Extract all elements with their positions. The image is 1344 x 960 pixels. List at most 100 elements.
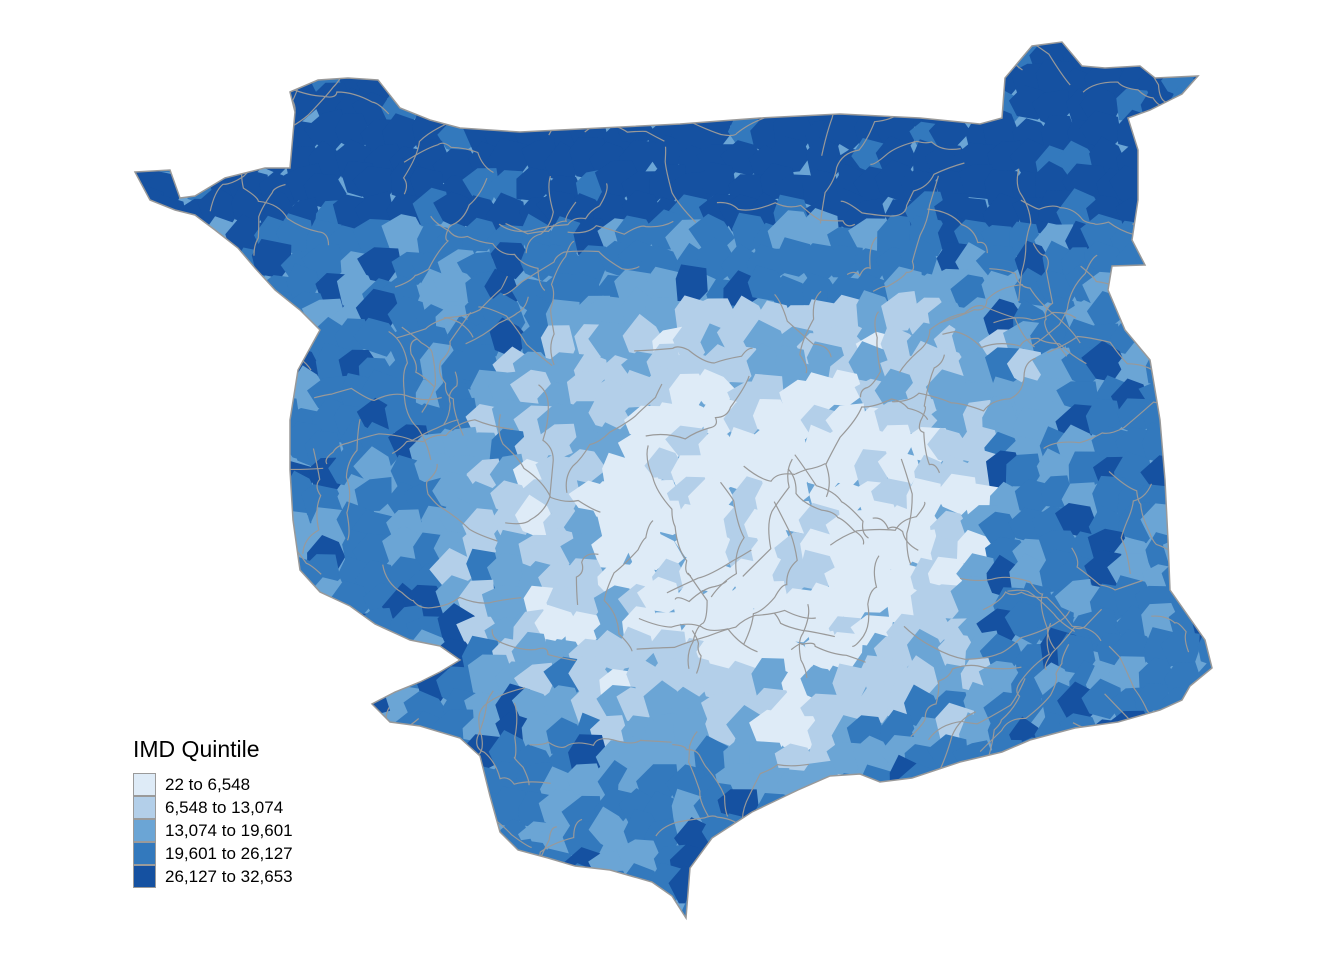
region-boundary	[742, 851, 803, 918]
region-polygon	[175, 632, 209, 675]
region-boundary	[362, 42, 451, 64]
region-polygon	[954, 60, 995, 99]
region-polygon	[392, 640, 428, 681]
region-boundary	[939, 284, 1024, 324]
region-boundary	[691, 630, 702, 674]
region-polygon	[979, 872, 1019, 911]
region-boundary	[1007, 589, 1076, 633]
region-polygon	[353, 317, 400, 357]
region-polygon	[771, 843, 813, 887]
region-polygon	[930, 869, 973, 911]
region-polygon	[1185, 679, 1212, 722]
region-polygon	[978, 511, 1020, 547]
region-polygon	[309, 865, 350, 907]
region-polygon	[823, 42, 865, 44]
region-polygon	[772, 469, 810, 510]
region-polygon	[748, 42, 785, 69]
region-polygon	[800, 837, 845, 881]
region-polygon	[674, 62, 715, 102]
region-polygon	[367, 850, 404, 891]
region-polygon	[844, 42, 888, 52]
region-polygon	[616, 42, 652, 71]
region-polygon	[177, 533, 219, 574]
region-polygon	[174, 890, 217, 918]
region-boundary	[982, 591, 1102, 642]
region-polygon	[148, 656, 189, 694]
region-polygon	[432, 64, 475, 97]
region-polygon	[250, 60, 297, 105]
region-polygon	[149, 299, 191, 334]
region-polygon	[207, 589, 254, 627]
region-polygon	[876, 42, 921, 72]
region-polygon	[135, 452, 167, 495]
region-polygon	[1167, 190, 1204, 234]
region-polygon	[135, 551, 164, 595]
region-boundary	[900, 458, 913, 565]
region-polygon	[1144, 166, 1186, 209]
region-polygon	[931, 400, 973, 441]
region-polygon	[247, 633, 291, 668]
region-polygon	[135, 248, 163, 283]
region-polygon	[759, 42, 794, 60]
region-polygon	[462, 168, 500, 203]
region-polygon	[1196, 404, 1212, 443]
region-polygon	[303, 796, 350, 836]
region-polygon	[381, 214, 429, 255]
region-polygon	[173, 552, 214, 596]
region-polygon	[152, 610, 193, 644]
region-polygon	[853, 42, 890, 79]
region-polygon	[414, 62, 461, 109]
region-polygon	[229, 600, 275, 642]
region-boundary	[214, 588, 295, 653]
region-polygon	[1165, 404, 1208, 443]
region-boundary	[646, 445, 692, 577]
region-boundary	[168, 260, 219, 319]
region-polygon	[462, 899, 507, 918]
region-polygon	[229, 683, 266, 727]
region-boundary	[425, 463, 498, 542]
region-polygon	[445, 770, 481, 808]
region-polygon	[419, 761, 456, 802]
region-polygon	[234, 665, 275, 702]
region-polygon	[200, 64, 241, 106]
region-polygon	[181, 350, 223, 388]
region-polygon	[443, 42, 487, 79]
region-polygon	[1170, 42, 1207, 50]
region-polygon	[277, 614, 325, 657]
region-boundary	[491, 629, 576, 662]
region-polygon	[438, 88, 479, 126]
region-boundary	[1072, 722, 1147, 787]
region-polygon	[719, 42, 762, 74]
region-polygon	[1185, 789, 1212, 832]
region-polygon	[282, 894, 317, 918]
region-polygon	[1192, 140, 1212, 180]
region-polygon	[227, 42, 267, 55]
region-polygon	[949, 819, 989, 860]
region-boundary	[1156, 233, 1212, 340]
region-polygon	[1119, 294, 1159, 330]
region-polygon	[538, 873, 581, 911]
region-polygon	[181, 579, 225, 616]
region-polygon	[362, 640, 406, 675]
legend-item: 19,601 to 26,127	[133, 842, 293, 865]
region-polygon	[181, 400, 215, 442]
region-boundary	[799, 290, 822, 374]
region-polygon	[1161, 740, 1206, 786]
region-polygon	[1084, 743, 1129, 780]
region-boundary	[241, 168, 330, 246]
region-polygon	[799, 60, 838, 100]
region-polygon	[147, 243, 190, 281]
region-polygon	[1191, 844, 1212, 885]
region-polygon	[1086, 871, 1132, 910]
region-boundary	[1179, 381, 1212, 421]
region-boundary	[829, 501, 926, 546]
region-polygon	[260, 583, 302, 632]
region-polygon	[495, 83, 531, 123]
region-polygon	[146, 112, 193, 152]
region-polygon	[563, 887, 608, 918]
region-polygon	[251, 350, 296, 390]
region-polygon	[825, 873, 870, 914]
region-polygon	[1111, 873, 1154, 909]
region-polygon	[903, 59, 944, 103]
region-polygon	[272, 42, 316, 50]
